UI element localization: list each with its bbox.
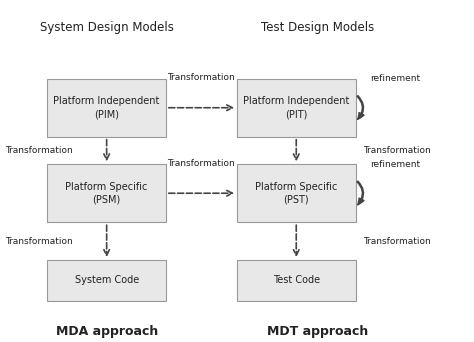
Text: Platform Independent
(PIT): Platform Independent (PIT): [243, 96, 349, 119]
Text: Platform Specific
(PST): Platform Specific (PST): [255, 182, 337, 205]
Text: Test Code: Test Code: [273, 275, 320, 286]
FancyBboxPatch shape: [47, 164, 166, 222]
Text: Transformation: Transformation: [363, 237, 430, 246]
Text: Transformation: Transformation: [168, 73, 235, 82]
Text: System Design Models: System Design Models: [40, 21, 173, 34]
Text: Transformation: Transformation: [5, 146, 73, 155]
FancyBboxPatch shape: [47, 79, 166, 137]
Text: Transformation: Transformation: [363, 146, 430, 155]
Text: MDA approach: MDA approach: [55, 325, 158, 338]
Text: Transformation: Transformation: [5, 237, 73, 246]
FancyBboxPatch shape: [237, 260, 356, 301]
FancyBboxPatch shape: [237, 79, 356, 137]
FancyBboxPatch shape: [237, 164, 356, 222]
Text: Platform Independent
(PIM): Platform Independent (PIM): [54, 96, 160, 119]
Text: Test Design Models: Test Design Models: [261, 21, 374, 34]
FancyArrowPatch shape: [357, 181, 364, 205]
Text: MDT approach: MDT approach: [267, 325, 368, 338]
Text: Transformation: Transformation: [168, 159, 235, 168]
Text: refinement: refinement: [370, 160, 420, 169]
Text: System Code: System Code: [74, 275, 139, 286]
Text: Platform Specific
(PSM): Platform Specific (PSM): [65, 182, 148, 205]
FancyArrowPatch shape: [357, 96, 364, 119]
FancyBboxPatch shape: [47, 260, 166, 301]
Text: refinement: refinement: [370, 74, 420, 83]
